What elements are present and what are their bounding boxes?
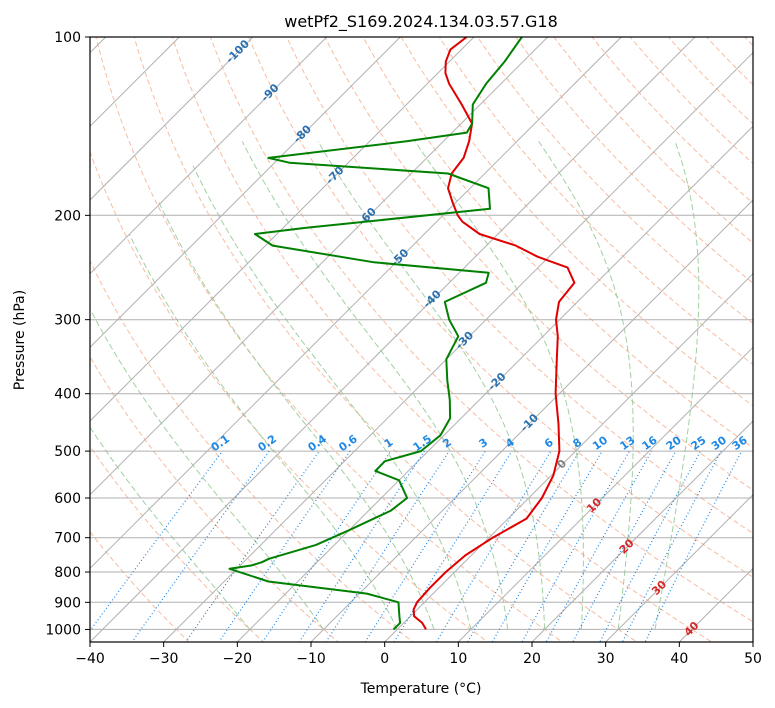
isotherm-line: [605, 493, 753, 642]
moist-adiabat-line: [158, 201, 435, 630]
moist-adiabat-line: [538, 141, 634, 630]
x-tick-label: −20: [223, 651, 253, 667]
y-tick-label: 500: [54, 444, 81, 460]
y-tick-label: 800: [54, 565, 81, 581]
isotherm-line: [90, 37, 328, 275]
mixing-ratio-line: [435, 450, 552, 642]
mixing-ratio-line: [262, 450, 392, 642]
plot-frame: [89, 36, 754, 643]
y-tick-label: 200: [54, 208, 81, 224]
x-tick-label: −30: [149, 651, 179, 667]
moist-adiabat-line: [90, 308, 324, 630]
moist-adiabat-line: [317, 141, 546, 630]
dry-adiabat-line: [515, 37, 753, 284]
isotherm-line: [531, 420, 753, 642]
moist-adiabat-line: [241, 141, 509, 630]
dry-adiabat-line: [400, 37, 753, 407]
mixing-ratio-line: [644, 450, 743, 642]
isotherm-line: [90, 37, 549, 496]
mixing-ratio-line: [466, 450, 580, 642]
dry-adiabat-line: [286, 37, 753, 534]
mixing-ratio-line: [545, 450, 653, 642]
isotherm-line: [90, 37, 622, 570]
dry-adiabat-line: [90, 150, 489, 642]
dry-adiabat-line: [133, 37, 638, 642]
dry-adiabat-line: [171, 37, 713, 642]
x-tick-label: 10: [449, 651, 467, 667]
moist-adiabat-line: [90, 426, 251, 630]
x-tick-label: 50: [744, 651, 762, 667]
x-tick-label: 20: [523, 651, 541, 667]
mixing-ratio-line: [621, 450, 722, 642]
y-tick-label: 300: [54, 313, 81, 329]
dry-adiabat-line: [362, 37, 753, 449]
x-tick-label: 40: [670, 651, 688, 667]
x-axis-label: Temperature (°C): [360, 681, 482, 697]
moist-adiabat-line: [192, 165, 472, 630]
moist-adiabat-line: [414, 141, 584, 630]
y-tick-label: 400: [54, 387, 81, 403]
isotherm-line: [236, 125, 753, 642]
isotherm-line: [457, 346, 753, 642]
chart-title: wetPf2_S169.2024.134.03.57.G18: [284, 12, 558, 32]
mixing-ratio-line: [521, 450, 631, 642]
mixing-ratio-line: [185, 450, 320, 642]
isotherm-line: [90, 37, 696, 642]
mixing-ratio-line: [491, 450, 603, 642]
dry-adiabat-line: [477, 37, 753, 325]
dry-adiabat-line: [591, 37, 753, 204]
isotherm-line: [90, 37, 401, 349]
x-tick-label: 0: [380, 651, 389, 667]
dry-adiabat-line: [324, 37, 753, 491]
isotherm-line: [90, 37, 475, 422]
y-axis-label: Pressure (hPa): [12, 290, 28, 390]
dry-adiabat-line: [90, 355, 340, 642]
dry-adiabat-line: [209, 37, 753, 623]
moist-adiabat-line: [654, 141, 700, 630]
y-tick-label: 600: [54, 491, 81, 507]
isotherm-line: [310, 199, 753, 642]
dry-adiabat-line: [553, 37, 753, 244]
dewpoint-profile-line: [228, 37, 523, 631]
dry-adiabat-line: [248, 37, 753, 578]
dry-adiabat-line: [438, 37, 753, 365]
y-tick-label: 700: [54, 531, 81, 547]
x-tick-label: −40: [75, 651, 105, 667]
mixing-ratio-line: [218, 450, 351, 642]
y-tick-label: 100: [54, 30, 81, 46]
x-tick-label: 30: [597, 651, 615, 667]
y-tick-label: 900: [54, 595, 81, 611]
mixing-ratio-line: [364, 450, 486, 642]
x-tick-label: −10: [296, 651, 326, 667]
isotherm-line: [90, 37, 254, 201]
dry-adiabat-line: [95, 37, 564, 642]
isotherm-line: [163, 51, 753, 642]
y-tick-label: 1000: [45, 622, 81, 638]
moist-adiabat-line: [128, 233, 398, 630]
temperature-profile-line: [412, 37, 576, 630]
